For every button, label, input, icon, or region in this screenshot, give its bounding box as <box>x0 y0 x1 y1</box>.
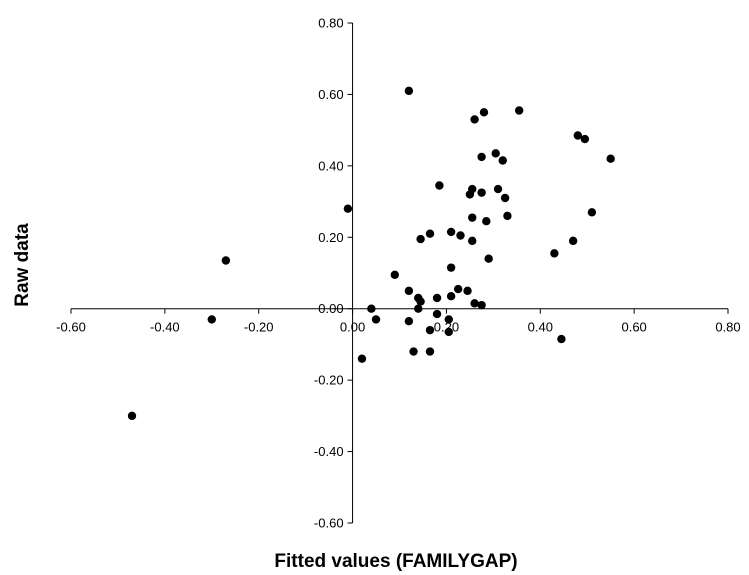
data-point <box>470 299 479 308</box>
y-tick-label: 0.80 <box>318 16 343 31</box>
data-point <box>404 286 414 296</box>
data-point <box>404 86 414 96</box>
data-point <box>568 236 578 246</box>
y-tick-label: -0.20 <box>314 373 344 388</box>
data-point <box>514 106 524 115</box>
data-point <box>493 184 503 194</box>
data-point <box>550 249 559 258</box>
data-point <box>491 149 500 158</box>
data-point <box>477 300 486 310</box>
data-point <box>580 134 590 144</box>
data-point <box>435 181 444 190</box>
y-tick-label: 0.00 <box>318 301 343 316</box>
data-point <box>606 154 615 163</box>
y-tick-label: 0.60 <box>318 87 343 102</box>
y-tick-label: 0.20 <box>318 230 343 245</box>
data-point <box>453 284 463 294</box>
data-point <box>500 193 510 203</box>
data-point <box>432 309 442 319</box>
data-point <box>414 304 423 313</box>
data-point <box>446 263 456 272</box>
x-tick-label: 0.40 <box>528 320 553 335</box>
data-point <box>409 347 418 356</box>
data-point <box>404 317 414 326</box>
x-axis-ticks: -0.60 -0.40 -0.20 0.00 0.20 0.40 0.60 0.80 <box>56 308 741 335</box>
data-point <box>207 315 216 324</box>
data-point <box>482 217 491 226</box>
data-points <box>127 86 615 421</box>
data-point <box>425 347 435 356</box>
data-point <box>444 327 453 337</box>
data-point <box>468 236 477 246</box>
data-point <box>587 208 597 217</box>
data-point <box>432 293 442 303</box>
data-point <box>463 286 472 296</box>
x-axis-title: Fitted values (FAMILYGAP) <box>274 551 517 572</box>
data-point <box>367 304 376 313</box>
x-tick-label: 0.00 <box>340 320 365 335</box>
y-tick-label: 0.40 <box>318 158 343 173</box>
data-point <box>477 152 486 162</box>
data-point <box>484 254 493 263</box>
data-point <box>479 108 489 117</box>
y-tick-label: -0.40 <box>314 444 344 459</box>
data-point <box>557 334 566 344</box>
data-point <box>477 188 486 197</box>
data-point <box>498 156 507 165</box>
data-point <box>390 270 400 279</box>
x-tick-label: -0.40 <box>150 320 180 335</box>
data-point <box>416 297 425 306</box>
data-point <box>357 354 367 363</box>
data-point <box>127 411 137 421</box>
data-point <box>444 315 453 324</box>
x-tick-label: 0.80 <box>715 320 740 335</box>
data-point <box>425 229 435 238</box>
data-point <box>503 211 512 221</box>
data-point <box>416 234 425 244</box>
y-tick-label: -0.60 <box>314 516 344 531</box>
data-point <box>470 115 479 124</box>
data-point <box>468 213 477 222</box>
data-point <box>343 204 353 213</box>
data-point <box>456 231 465 240</box>
data-point <box>425 325 435 335</box>
axes <box>71 23 728 523</box>
data-point <box>446 227 456 237</box>
y-axis-ticks: -0.60 -0.40 -0.20 0.00 0.20 0.40 0.60 0.80 <box>314 16 353 531</box>
x-tick-label: -0.20 <box>244 320 274 335</box>
x-tick-label: -0.60 <box>56 320 86 335</box>
data-point <box>573 131 583 140</box>
data-point <box>446 292 456 301</box>
y-axis-title: Raw data <box>12 223 33 307</box>
data-point <box>468 184 477 194</box>
data-point <box>221 256 231 265</box>
x-tick-label: 0.60 <box>621 320 646 335</box>
data-point <box>371 315 381 324</box>
